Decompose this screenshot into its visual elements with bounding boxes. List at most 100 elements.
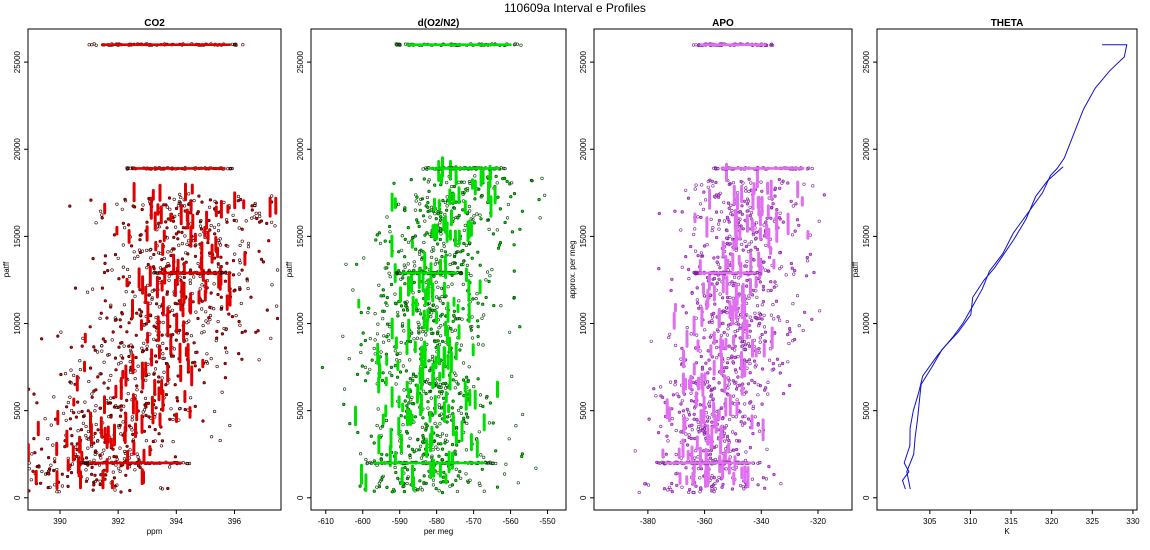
data-point <box>393 301 398 305</box>
data-point <box>128 348 133 352</box>
data-point <box>86 429 90 434</box>
data-point <box>158 266 163 270</box>
data-point <box>784 273 788 277</box>
data-point <box>469 273 473 278</box>
data-point <box>80 409 84 414</box>
data-point <box>443 200 447 205</box>
data-point <box>130 415 134 419</box>
data-point <box>763 330 768 334</box>
data-point <box>747 358 752 362</box>
data-point <box>188 281 192 286</box>
data-point <box>756 423 760 427</box>
data-point <box>169 249 173 253</box>
data-point <box>710 315 715 319</box>
data-point <box>193 364 197 368</box>
data-point <box>749 240 754 244</box>
data-point <box>740 423 745 427</box>
x-tick-label: -320 <box>810 517 827 526</box>
data-point <box>748 214 753 218</box>
data-point <box>92 389 96 393</box>
data-point <box>434 381 438 386</box>
data-point <box>64 418 68 422</box>
data-point <box>387 338 391 343</box>
band-point <box>125 166 129 170</box>
data-point <box>717 277 721 281</box>
data-point <box>510 374 514 379</box>
data-point <box>59 330 63 334</box>
data-point <box>198 287 202 291</box>
data-point <box>388 371 392 375</box>
band-point <box>365 462 369 466</box>
data-point <box>445 383 449 387</box>
data-point <box>722 219 727 223</box>
data-point <box>217 223 221 227</box>
data-point <box>772 285 776 289</box>
data-point <box>406 226 410 230</box>
data-point <box>745 278 749 283</box>
data-point <box>450 329 454 333</box>
data-point <box>246 245 251 249</box>
data-point <box>788 383 792 388</box>
data-point <box>707 358 711 362</box>
data-point <box>355 372 360 377</box>
data-point <box>403 237 407 241</box>
data-point <box>772 317 776 321</box>
data-point <box>754 221 759 225</box>
data-point <box>178 201 182 205</box>
data-point <box>416 320 420 324</box>
data-point <box>385 335 389 339</box>
data-point <box>512 243 516 247</box>
data-point <box>414 199 418 203</box>
data-point <box>402 388 406 392</box>
data-point <box>701 429 705 433</box>
data-point <box>412 280 416 285</box>
data-point <box>761 300 766 304</box>
data-point <box>216 320 220 324</box>
data-point <box>436 242 440 246</box>
data-point <box>729 203 733 207</box>
data-point <box>452 206 457 210</box>
data-point <box>773 280 777 284</box>
data-point <box>751 432 755 436</box>
data-point <box>396 314 400 318</box>
data-point <box>382 294 386 298</box>
data-point <box>142 429 147 433</box>
panel-title: CO2 <box>144 18 165 29</box>
data-point <box>153 367 158 371</box>
data-point <box>118 318 122 322</box>
x-tick-label: -600 <box>355 517 372 526</box>
data-point <box>689 244 693 249</box>
data-point <box>356 430 360 435</box>
data-point <box>482 313 486 317</box>
data-point <box>514 424 518 428</box>
data-point <box>195 350 199 354</box>
data-point <box>802 310 807 314</box>
data-point <box>398 351 402 355</box>
data-point <box>466 252 470 257</box>
data-point <box>711 184 715 188</box>
x-tick-label: 330 <box>1126 517 1140 526</box>
data-point <box>200 307 204 311</box>
data-point <box>403 265 407 269</box>
data-point <box>457 299 461 303</box>
data-point <box>728 282 732 286</box>
data-point <box>467 180 472 184</box>
data-point <box>449 327 453 331</box>
data-point <box>453 253 457 257</box>
data-point <box>739 224 743 228</box>
data-point <box>695 418 699 422</box>
data-point <box>183 234 187 238</box>
data-point <box>185 242 189 246</box>
data-point <box>393 364 397 368</box>
data-point <box>115 483 119 487</box>
data-point <box>757 347 761 351</box>
data-point <box>761 284 766 289</box>
data-point <box>428 306 432 311</box>
data-point <box>430 205 434 209</box>
data-point <box>165 292 169 296</box>
panel-title: d(O2/N2) <box>418 18 460 29</box>
data-point <box>465 263 470 268</box>
data-point <box>109 396 113 400</box>
data-point <box>503 472 507 476</box>
data-point <box>135 452 139 456</box>
